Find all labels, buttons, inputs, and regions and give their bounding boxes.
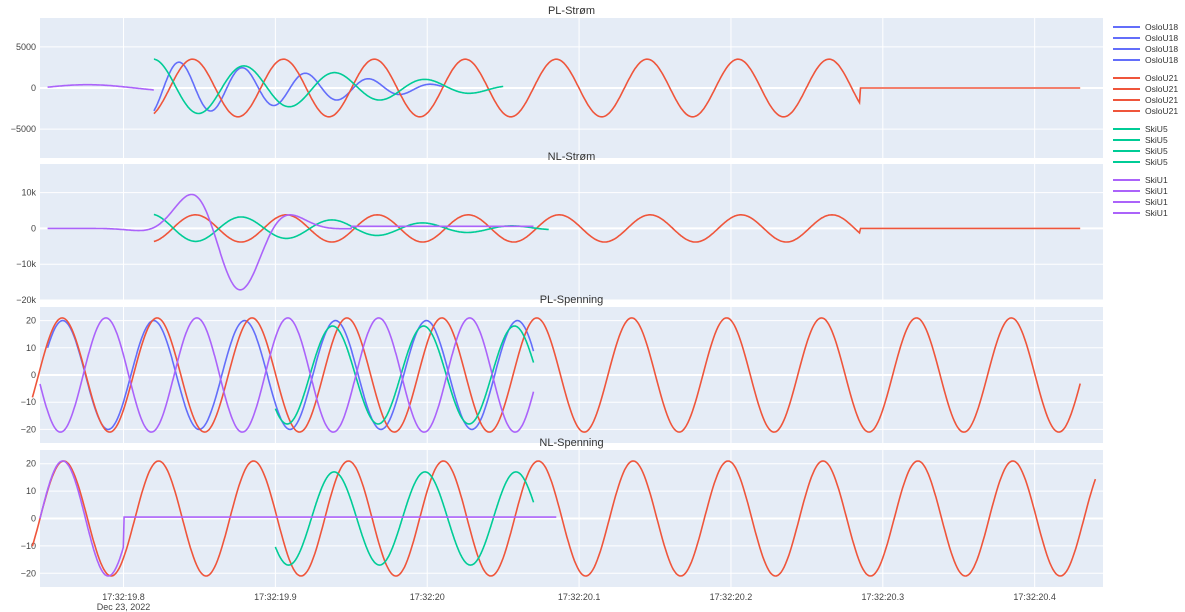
legend-label: SkiU5 [1145, 124, 1168, 134]
series-line-oslou21 [153, 58, 1081, 118]
legend-item[interactable]: OsloU21 [1113, 73, 1178, 83]
panel-title: NL-Strøm [548, 151, 596, 163]
series-line-oslou18 [46, 319, 535, 431]
legend-item[interactable]: SkiU1 [1113, 175, 1168, 185]
y-tick-label: 0 [31, 223, 36, 233]
legend-item[interactable]: OsloU21 [1113, 95, 1178, 105]
panel-title: NL-Spenning [539, 437, 603, 449]
panel-2: 10k 0 −10k −20k NL-Strøm [16, 151, 1103, 305]
legend-label: OsloU21 [1145, 106, 1178, 116]
legend-item[interactable]: SkiU5 [1113, 146, 1168, 156]
x-tick-label: 17:32:19.9 [254, 592, 297, 602]
legend-label: SkiU1 [1145, 208, 1168, 218]
legend-label: SkiU5 [1145, 146, 1168, 156]
y-tick-label: 5000 [16, 42, 36, 52]
legend: OsloU18OsloU18OsloU18OsloU18OsloU21OsloU… [1113, 22, 1178, 218]
y-tick-label: 0 [31, 370, 36, 380]
y-tick-label: −10 [21, 397, 36, 407]
legend-item[interactable]: SkiU1 [1113, 197, 1168, 207]
legend-label: OsloU18 [1145, 22, 1178, 32]
legend-label: SkiU1 [1145, 186, 1168, 196]
y-tick-label: 20 [26, 316, 36, 326]
legend-item[interactable]: OsloU18 [1113, 55, 1178, 65]
legend-label: OsloU18 [1145, 44, 1178, 54]
legend-label: SkiU1 [1145, 175, 1168, 185]
legend-label: OsloU21 [1145, 73, 1178, 83]
series-line-skiu5 [274, 471, 535, 566]
legend-label: SkiU5 [1145, 135, 1168, 145]
panel-1: 5000 0 −5000 PL-Strøm [11, 5, 1103, 158]
legend-item[interactable]: SkiU5 [1113, 135, 1168, 145]
y-tick-label: −20 [21, 568, 36, 578]
series-line-skiu5 [153, 58, 504, 115]
legend-label: OsloU18 [1145, 33, 1178, 43]
series-line-skiu1 [47, 83, 154, 91]
legend-item[interactable]: SkiU1 [1113, 208, 1168, 218]
plot-area [40, 164, 1103, 300]
y-tick-label: −10 [21, 541, 36, 551]
legend-item[interactable]: SkiU1 [1113, 186, 1168, 196]
y-tick-label: 10k [21, 188, 36, 198]
panel-4: 20 10 0 −10 −20 NL-Spenning [21, 437, 1103, 587]
y-tick-label: −5000 [11, 124, 36, 134]
legend-label: OsloU18 [1145, 55, 1178, 65]
y-tick-label: −20 [21, 424, 36, 434]
legend-item[interactable]: OsloU21 [1113, 106, 1178, 116]
legend-label: SkiU1 [1145, 197, 1168, 207]
series-line-skiu1 [47, 193, 534, 291]
y-tick-label: 0 [31, 83, 36, 93]
legend-label: OsloU21 [1145, 84, 1178, 94]
legend-label: OsloU21 [1145, 95, 1178, 105]
legend-label: SkiU5 [1145, 157, 1168, 167]
legend-item[interactable]: SkiU5 [1113, 157, 1168, 167]
legend-item[interactable]: OsloU18 [1113, 33, 1178, 43]
y-tick-label: 0 [31, 514, 36, 524]
series-line-skiu5 [274, 325, 535, 425]
legend-item[interactable]: OsloU18 [1113, 22, 1178, 32]
y-tick-label: −20k [16, 295, 36, 305]
x-tick-label: 17:32:20.1 [558, 592, 601, 602]
y-tick-label: 20 [26, 459, 36, 469]
panel-title: PL-Strøm [548, 5, 595, 17]
series-line-oslou21 [153, 213, 1081, 243]
y-tick-label: 10 [26, 486, 36, 496]
legend-item[interactable]: SkiU5 [1113, 124, 1168, 134]
x-tick-sublabel: Dec 23, 2022 [97, 602, 151, 612]
panel-3: 20 10 0 −10 −20 PL-Spenning [21, 294, 1103, 443]
series-line-oslou21 [31, 317, 1081, 433]
x-tick-label: 17:32:20 [410, 592, 445, 602]
series-line-skiu1 [39, 460, 557, 577]
legend-item[interactable]: OsloU21 [1113, 84, 1178, 94]
y-tick-label: 10 [26, 343, 36, 353]
x-tick-label: 17:32:20.2 [710, 592, 753, 602]
series-line-oslou21 [31, 460, 1097, 577]
series-line-skiu1 [39, 317, 535, 433]
panel-title: PL-Spenning [540, 294, 604, 306]
y-tick-label: −10k [16, 259, 36, 269]
x-tick-label: 17:32:20.4 [1013, 592, 1056, 602]
legend-item[interactable]: OsloU18 [1113, 44, 1178, 54]
x-tick-label: 17:32:20.3 [862, 592, 905, 602]
x-tick-label: 17:32:19.8 [102, 592, 145, 602]
series-line-oslou18 [153, 61, 443, 112]
